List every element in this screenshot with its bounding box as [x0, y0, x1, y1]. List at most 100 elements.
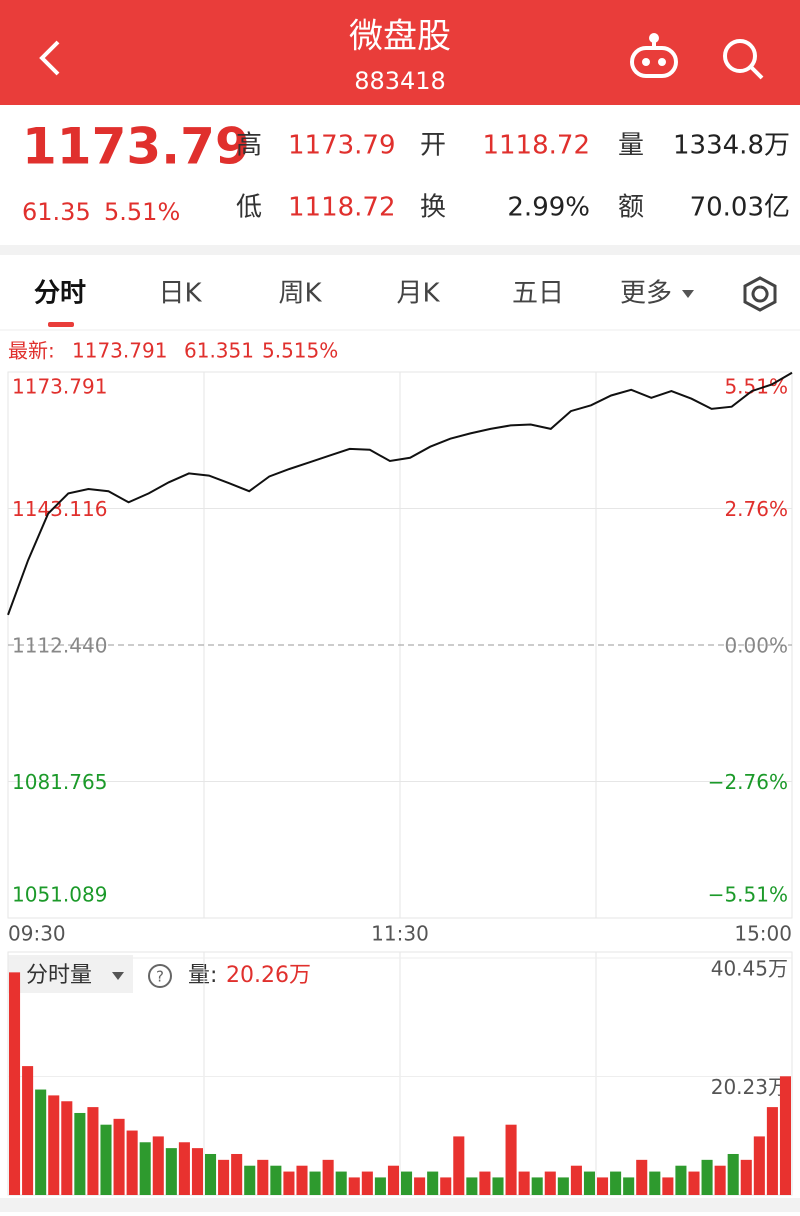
volume-bar — [701, 1159, 713, 1195]
volume-bar — [544, 1171, 556, 1195]
quote-label: 低 — [236, 193, 262, 223]
volume-bar — [22, 1066, 34, 1195]
volume-bar — [740, 1159, 752, 1195]
y2-tick-label: 2.76% — [724, 497, 788, 521]
volume-bar — [675, 1165, 687, 1195]
volume-bar — [374, 1177, 386, 1195]
volume-bar — [165, 1148, 177, 1195]
volume-bar — [74, 1112, 86, 1195]
volume-bar — [479, 1171, 491, 1195]
y2-tick-label: −5.51% — [708, 883, 788, 907]
search-icon[interactable] — [723, 39, 764, 80]
volume-bar — [139, 1142, 151, 1195]
volume-bar — [322, 1159, 334, 1195]
volume-label: 分时量 — [26, 963, 92, 988]
volume-bar — [518, 1171, 530, 1195]
volume-bar — [270, 1165, 282, 1195]
volume-caret — [112, 972, 124, 980]
x-tick-label: 11:30 — [371, 922, 429, 946]
tab-indicator — [48, 322, 74, 327]
tab[interactable]: 月K — [396, 279, 440, 309]
volume-bar — [440, 1177, 452, 1195]
y2-tick-label: 0.00% — [724, 634, 788, 658]
volume-bar — [557, 1177, 569, 1195]
y-tick-label: 20.23万 — [711, 1075, 788, 1099]
code: 883418 — [354, 67, 446, 95]
tab[interactable]: 更多 — [620, 279, 672, 309]
settings-icon[interactable] — [743, 276, 777, 312]
quote-label: 量 — [618, 131, 644, 161]
quote-label: 额 — [618, 193, 644, 223]
volume-bar — [309, 1171, 321, 1195]
volume-bar — [623, 1177, 635, 1195]
volume-bar — [61, 1101, 73, 1195]
volume-bar — [453, 1136, 465, 1195]
quote-value: 1118.72 — [482, 131, 590, 161]
volume-bar — [361, 1171, 373, 1195]
tab[interactable]: 周K — [278, 279, 322, 309]
y-tick-label: 40.45万 — [711, 957, 788, 981]
quote-value: 70.03亿 — [690, 193, 790, 223]
volume-bar — [126, 1130, 138, 1195]
volume-bar — [427, 1171, 439, 1195]
change-pct: 5.51% — [104, 198, 180, 226]
tab[interactable]: 五日 — [512, 279, 564, 309]
quote-label: 高 — [236, 131, 262, 161]
price-line — [7, 371, 793, 616]
volume-bar — [387, 1165, 399, 1195]
latest-pct: 5.515% — [262, 339, 338, 363]
y-tick-label: 1081.765 — [12, 770, 107, 794]
latest-price: 1173.791 — [72, 339, 167, 363]
more-caret — [682, 290, 694, 298]
quote-value: 1173.79 — [288, 131, 396, 161]
volume-bar — [35, 1089, 47, 1195]
x-tick-label: 15:00 — [734, 922, 792, 946]
tab[interactable]: 分时 — [34, 279, 86, 309]
tab[interactable]: 日K — [158, 279, 202, 309]
volume-bar — [348, 1177, 360, 1195]
header-bar — [0, 0, 800, 105]
volume-bar — [753, 1136, 765, 1195]
volume-current-label: 量: — [188, 963, 217, 988]
quote-value: 1118.72 — [288, 193, 396, 223]
change: 61.35 — [22, 198, 91, 226]
volume-bar — [570, 1165, 582, 1195]
volume-bar — [100, 1124, 112, 1195]
volume-bar — [335, 1171, 347, 1195]
volume-bar — [531, 1177, 543, 1195]
volume-bar — [727, 1153, 739, 1195]
volume-bar — [401, 1171, 413, 1195]
back-button[interactable] — [39, 40, 60, 76]
volume-bar — [218, 1159, 230, 1195]
help-mark: ? — [156, 968, 164, 986]
latest-change: 61.351 — [184, 339, 254, 363]
volume-bar — [466, 1177, 478, 1195]
volume-bar — [231, 1153, 243, 1195]
quote-value: 2.99% — [507, 193, 590, 223]
help-icon[interactable] — [148, 964, 172, 988]
quote-label: 换 — [420, 193, 446, 223]
volume-bar — [283, 1171, 295, 1195]
price: 1173.79 — [22, 118, 250, 176]
quote-label: 开 — [420, 131, 446, 161]
volume-bar — [636, 1159, 648, 1195]
separator — [0, 245, 800, 255]
volume-bar — [662, 1177, 674, 1195]
y-tick-label: 1173.791 — [12, 375, 107, 399]
robot-icon[interactable] — [630, 33, 678, 78]
volume-bar — [191, 1148, 203, 1195]
volume-bar — [257, 1159, 269, 1195]
volume-bar — [152, 1136, 164, 1195]
volume-bar — [649, 1171, 661, 1195]
volume-selector[interactable] — [8, 955, 133, 993]
volume-bar — [597, 1177, 609, 1195]
volume-bar — [414, 1177, 426, 1195]
bottom-bar — [0, 1198, 800, 1212]
y2-tick-label: 5.51% — [724, 375, 788, 399]
volume-bar — [205, 1153, 217, 1195]
volume-bar — [244, 1165, 256, 1195]
title: 微盘股 — [349, 17, 451, 57]
volume-bar — [113, 1118, 125, 1195]
